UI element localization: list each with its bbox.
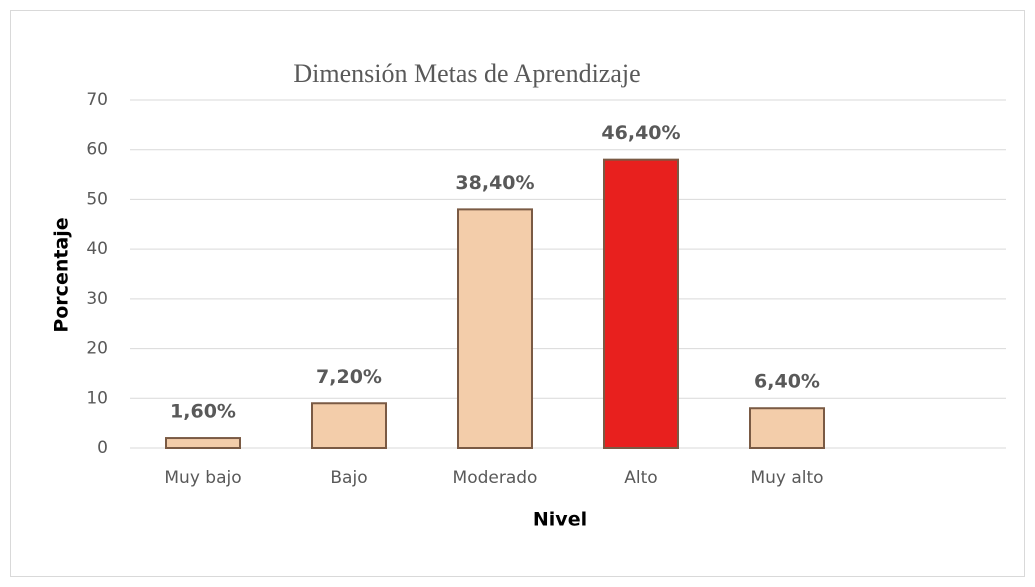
data-label: 1,60% (170, 401, 236, 423)
y-tick-label: 0 (97, 438, 108, 458)
x-axis-title: Nivel (533, 509, 587, 531)
x-tick-label: Alto (624, 468, 657, 488)
y-tick-label: 40 (86, 239, 108, 259)
bar (603, 158, 679, 450)
y-tick-label: 30 (86, 289, 108, 309)
x-tick-label: Moderado (453, 468, 538, 488)
x-tick-label: Bajo (330, 468, 367, 488)
y-axis-title: Porcentaje (51, 217, 73, 332)
y-tick-label: 60 (86, 140, 108, 160)
bar (457, 208, 533, 449)
data-label: 6,40% (754, 371, 820, 393)
y-tick-label: 10 (86, 388, 108, 408)
bar (311, 402, 387, 449)
bar (749, 407, 825, 450)
chart-title: Dimensión Metas de Aprendizaje (293, 59, 640, 88)
data-label: 7,20% (316, 366, 382, 388)
y-tick-label: 50 (86, 189, 108, 209)
y-tick-label: 70 (86, 90, 108, 110)
x-tick-label: Muy bajo (164, 468, 241, 488)
data-label: 38,40% (455, 172, 534, 194)
bar (165, 437, 241, 449)
data-label: 46,40% (601, 122, 680, 144)
y-tick-label: 20 (86, 339, 108, 359)
x-tick-label: Muy alto (750, 468, 823, 488)
